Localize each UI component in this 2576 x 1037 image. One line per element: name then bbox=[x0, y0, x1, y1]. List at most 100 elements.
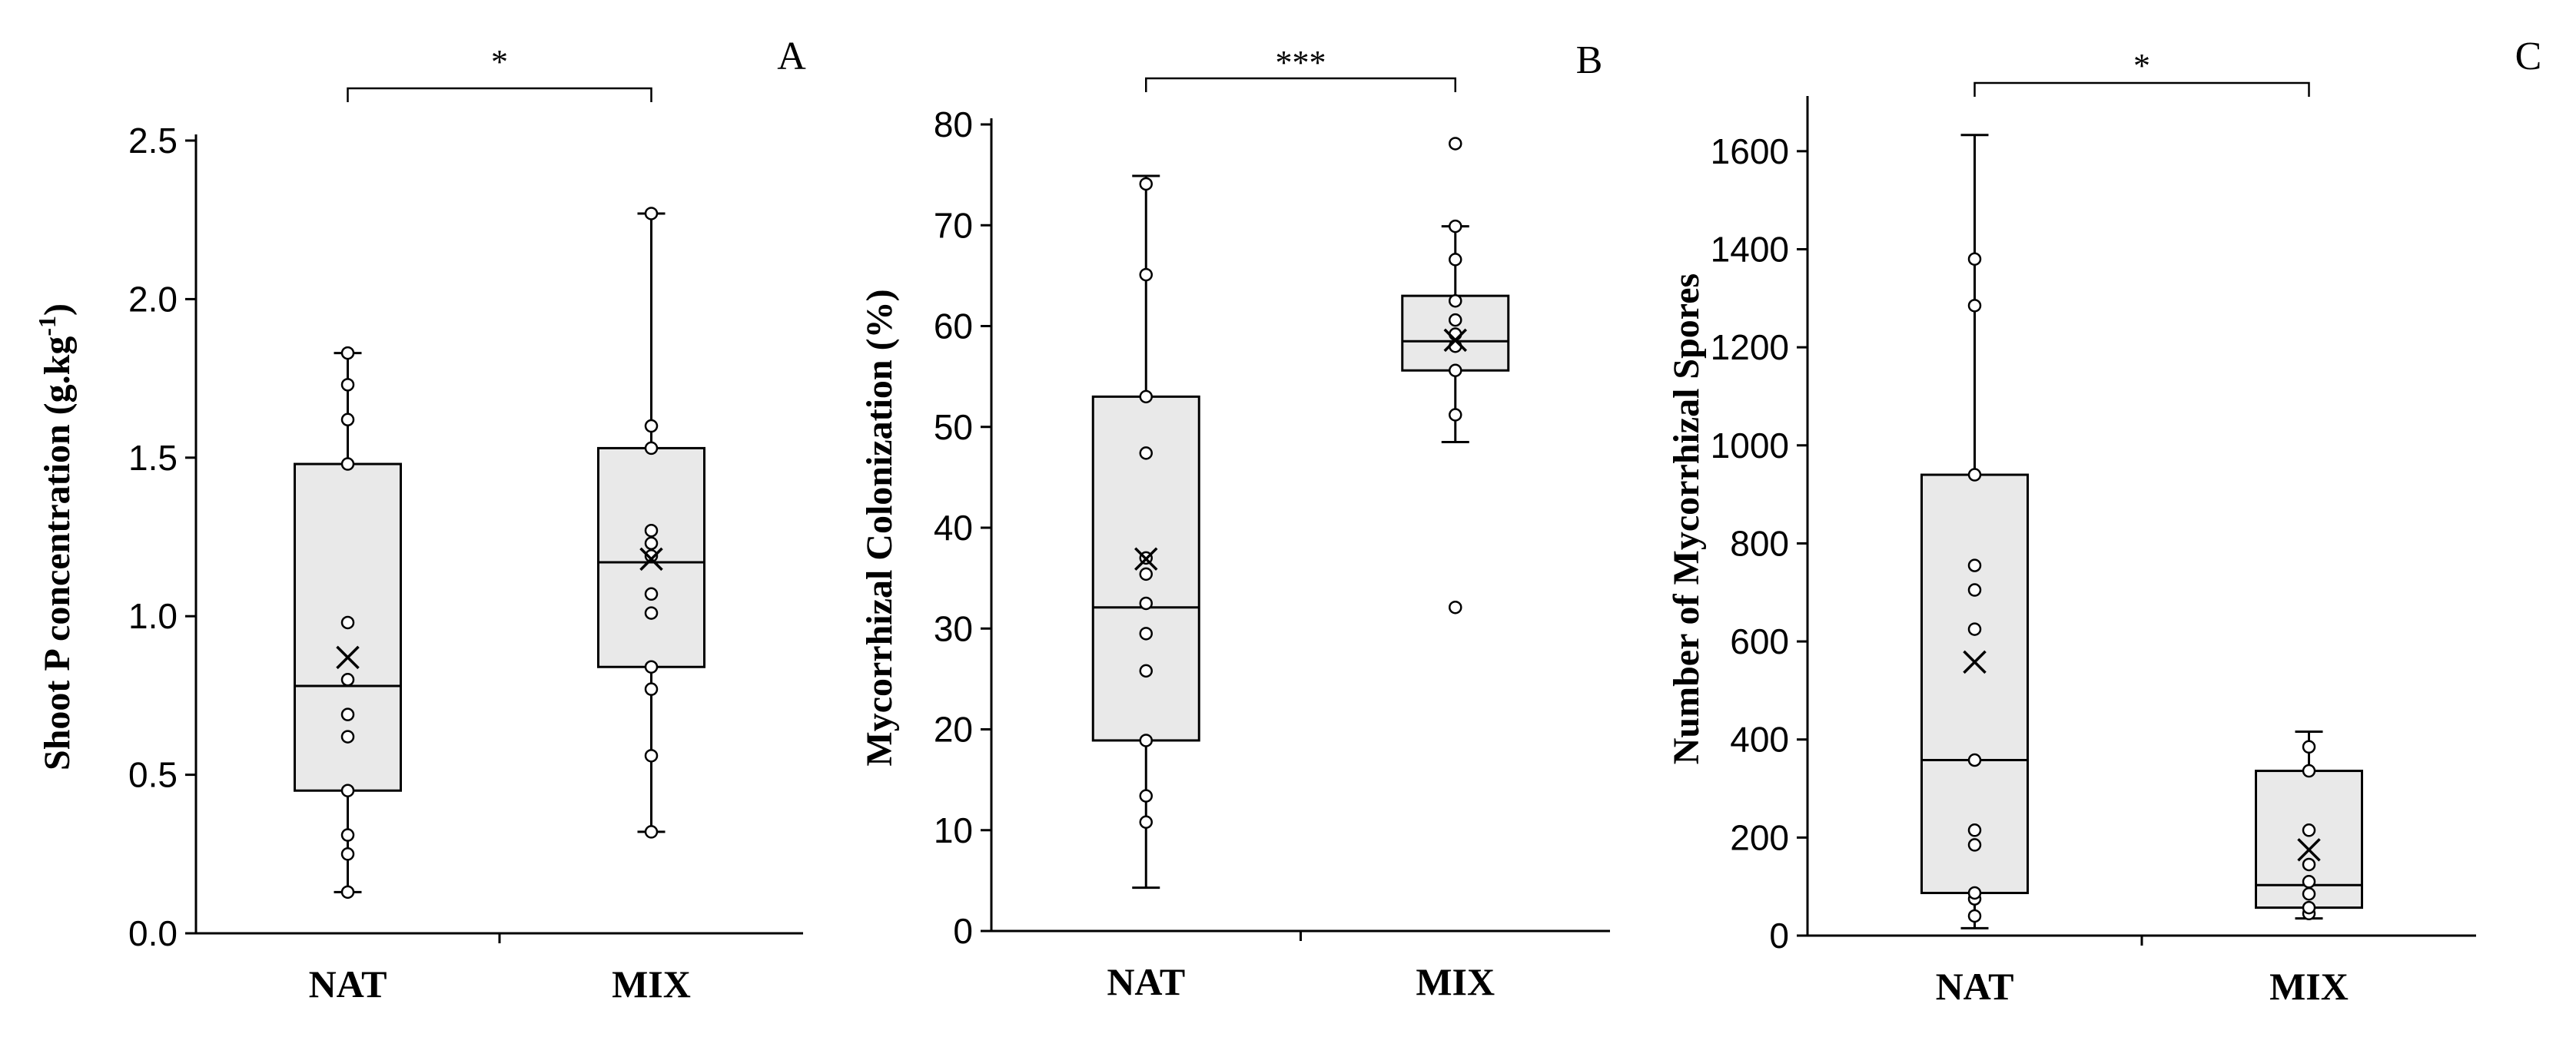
data-point bbox=[1139, 267, 1153, 282]
y-tick-label: 50 bbox=[934, 407, 973, 447]
data-point bbox=[644, 441, 659, 456]
mean-marker bbox=[1134, 547, 1158, 571]
y-tick-label: 0 bbox=[953, 911, 973, 951]
y-tick-label: 1.5 bbox=[128, 438, 178, 478]
box-mix bbox=[2255, 730, 2363, 921]
data-point bbox=[1139, 446, 1153, 460]
data-point bbox=[1139, 389, 1153, 404]
data-point bbox=[644, 536, 659, 551]
data-point bbox=[1449, 340, 1462, 353]
data-point bbox=[340, 346, 355, 360]
data-point bbox=[2302, 764, 2316, 778]
data-point bbox=[1449, 600, 1462, 615]
y-tick-label: 40 bbox=[934, 508, 973, 548]
data-point bbox=[1967, 909, 1982, 923]
significance-bracket bbox=[1145, 77, 1456, 92]
data-point bbox=[1139, 596, 1153, 611]
y-axis-title: Mycorrhizal Colonization (%) bbox=[859, 289, 900, 766]
data-point bbox=[1449, 363, 1462, 377]
significance-bracket bbox=[1973, 81, 2310, 97]
data-point bbox=[1449, 313, 1462, 327]
box-mix bbox=[597, 207, 705, 839]
significance-marker: * bbox=[491, 43, 508, 81]
data-point bbox=[644, 660, 659, 674]
data-point bbox=[1449, 253, 1462, 267]
data-point bbox=[1967, 622, 1982, 636]
mean-marker bbox=[1443, 328, 1467, 353]
data-point bbox=[1449, 327, 1462, 341]
data-point bbox=[340, 847, 355, 861]
y-axis-title-suffix: ) bbox=[37, 303, 78, 316]
y-tick-label: 1000 bbox=[1711, 426, 1789, 465]
data-point bbox=[340, 828, 355, 842]
data-point bbox=[644, 749, 659, 763]
data-point bbox=[340, 784, 355, 797]
data-point bbox=[1967, 753, 1982, 767]
chart-panel-c: 0 200 400 600 800 1000 1200 1400 1600 NAT MIX Numbe… bbox=[1666, 35, 2541, 1008]
data-point bbox=[2302, 823, 2316, 837]
y-tick-label: 10 bbox=[934, 810, 973, 850]
y-axis-title: Shoot P concentration (g.kg-1) bbox=[33, 303, 78, 770]
significance-bracket bbox=[347, 87, 652, 102]
x-category-label-mix: MIX bbox=[2269, 965, 2349, 1008]
data-point bbox=[340, 412, 355, 427]
y-tick-label: 80 bbox=[934, 104, 973, 144]
significance-marker: *** bbox=[1276, 44, 1326, 81]
data-point bbox=[1139, 664, 1153, 678]
data-point bbox=[1449, 408, 1462, 422]
significance-marker: * bbox=[2133, 47, 2150, 84]
data-point bbox=[2302, 740, 2316, 754]
data-point bbox=[1967, 838, 1982, 852]
y-tick-label: 20 bbox=[934, 710, 973, 750]
data-point bbox=[1449, 137, 1462, 151]
data-point bbox=[644, 825, 659, 839]
y-tick-label: 60 bbox=[934, 306, 973, 346]
interquartile-box bbox=[1920, 473, 2029, 894]
mean-marker bbox=[2297, 838, 2321, 862]
data-point bbox=[1139, 789, 1153, 803]
data-point bbox=[2302, 900, 2316, 915]
data-point bbox=[644, 419, 659, 433]
y-tick-label: 1.0 bbox=[128, 596, 178, 636]
data-point bbox=[1139, 627, 1153, 641]
y-tick-label: 70 bbox=[934, 205, 973, 245]
x-category-label-nat: NAT bbox=[1936, 965, 2014, 1008]
mean-marker bbox=[639, 547, 663, 572]
data-point bbox=[1967, 886, 1982, 900]
x-category-label-mix: MIX bbox=[612, 962, 691, 1006]
data-point bbox=[1967, 299, 1982, 313]
data-point bbox=[1139, 734, 1153, 747]
data-point bbox=[644, 207, 659, 220]
data-point bbox=[340, 885, 355, 900]
data-point bbox=[1449, 293, 1462, 308]
data-point bbox=[340, 457, 355, 471]
data-point bbox=[2302, 857, 2316, 872]
box-nat bbox=[1091, 174, 1200, 890]
chart-panel-a: 0.0 0.5 1.0 1.5 2.0 2.5 NAT MIX Shoot P concentr… bbox=[33, 35, 806, 1006]
data-point bbox=[1967, 583, 1982, 597]
data-point bbox=[644, 523, 659, 538]
panel-label: C bbox=[2515, 35, 2542, 78]
y-tick-label: 0.5 bbox=[128, 755, 178, 795]
box-mix bbox=[1401, 137, 1510, 615]
data-point bbox=[644, 549, 659, 563]
y-tick-label: 0 bbox=[1769, 916, 1789, 956]
data-point bbox=[340, 673, 355, 687]
data-point bbox=[340, 730, 355, 744]
y-tick-label: 1200 bbox=[1711, 327, 1789, 367]
y-tick-label: 30 bbox=[934, 608, 973, 648]
y-axis-title-superscript: -1 bbox=[33, 316, 61, 336]
data-point bbox=[1139, 177, 1153, 191]
y-tick-label: 1600 bbox=[1711, 131, 1789, 171]
data-point bbox=[1449, 219, 1462, 234]
y-tick-label: 600 bbox=[1730, 621, 1789, 661]
box-nat bbox=[294, 346, 402, 900]
x-category-label-nat: NAT bbox=[1107, 960, 1185, 1003]
data-point bbox=[2302, 887, 2316, 901]
panel-label: A bbox=[777, 35, 806, 78]
data-point bbox=[340, 707, 355, 721]
data-point bbox=[644, 682, 659, 696]
data-point bbox=[1139, 567, 1153, 581]
